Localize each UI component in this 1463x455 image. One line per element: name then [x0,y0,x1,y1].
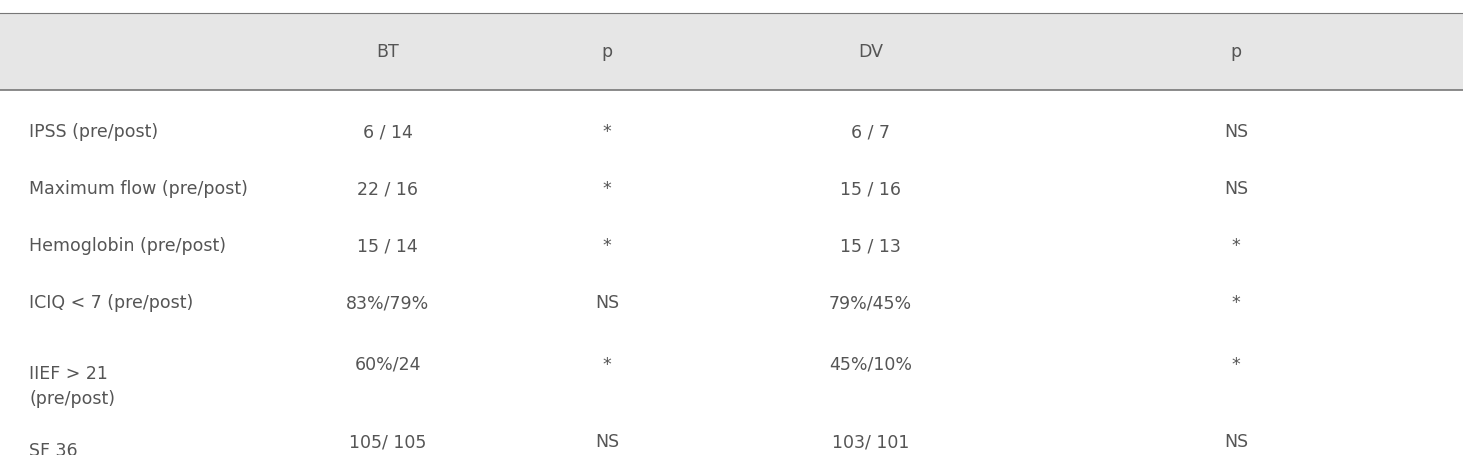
Text: *: * [603,180,612,198]
Text: 6 / 14: 6 / 14 [363,123,413,141]
Text: DV: DV [857,43,884,61]
Text: ICIQ < 7 (pre/post): ICIQ < 7 (pre/post) [29,293,193,312]
Text: 15 / 13: 15 / 13 [840,237,901,255]
Text: NS: NS [1225,123,1248,141]
Text: *: * [1232,355,1241,373]
Text: p: p [601,43,613,61]
Text: 60%/24: 60%/24 [354,355,421,373]
Text: 79%/45%: 79%/45% [830,293,911,312]
Text: *: * [1232,293,1241,312]
Text: *: * [603,355,612,373]
Text: IIEF > 21
(pre/post): IIEF > 21 (pre/post) [29,364,116,407]
Text: NS: NS [1225,180,1248,198]
Text: SF 36
(Pre/post): SF 36 (Pre/post) [29,441,114,455]
Text: NS: NS [1225,432,1248,450]
Text: BT: BT [376,43,399,61]
Text: *: * [603,237,612,255]
Text: 83%/79%: 83%/79% [347,293,429,312]
Text: 15 / 14: 15 / 14 [357,237,418,255]
Bar [0,14,1463,91]
Text: NS: NS [595,293,619,312]
Text: 103/ 101: 103/ 101 [832,432,909,450]
Text: 22 / 16: 22 / 16 [357,180,418,198]
Text: *: * [1232,237,1241,255]
Text: IPSS (pre/post): IPSS (pre/post) [29,123,158,141]
Text: 6 / 7: 6 / 7 [851,123,890,141]
Text: 15 / 16: 15 / 16 [840,180,901,198]
Text: Maximum flow (pre/post): Maximum flow (pre/post) [29,180,249,198]
Text: NS: NS [595,432,619,450]
Text: Hemoglobin (pre/post): Hemoglobin (pre/post) [29,237,227,255]
Text: 45%/10%: 45%/10% [830,355,911,373]
Text: *: * [603,123,612,141]
Text: 105/ 105: 105/ 105 [350,432,426,450]
Text: p: p [1230,43,1242,61]
